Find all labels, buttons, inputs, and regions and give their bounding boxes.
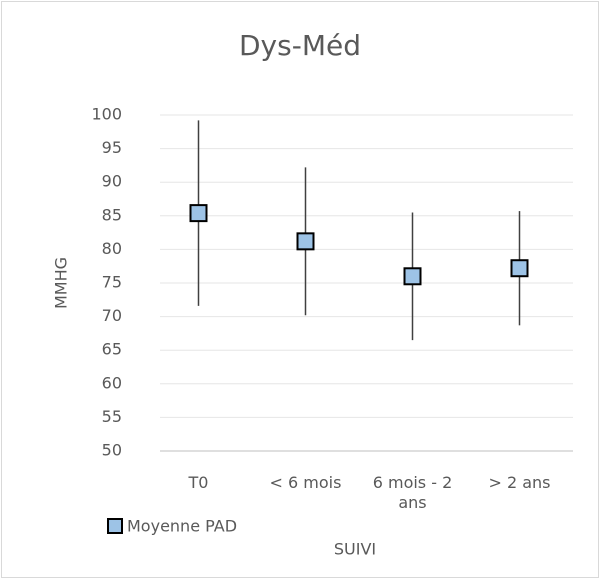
- y-tick-label: 75: [102, 273, 122, 292]
- x-tick-label: T0: [188, 473, 209, 492]
- x-tick-label: < 6 mois: [269, 473, 342, 492]
- y-tick-label: 50: [102, 441, 122, 460]
- y-tick-label: 100: [91, 105, 122, 124]
- marker: [296, 232, 315, 251]
- x-axis-title: SUIVI: [334, 540, 376, 559]
- x-tick-label: 6 mois - 2 ans: [372, 473, 453, 512]
- y-tick-label: 60: [102, 373, 122, 392]
- chart-title: Dys-Méd: [239, 29, 361, 62]
- y-axis-title: MMHG: [52, 257, 71, 309]
- x-tick-label: > 2 ans: [488, 473, 551, 492]
- legend-swatch: [107, 518, 123, 534]
- y-tick-label: 80: [102, 239, 122, 258]
- y-tick-label: 95: [102, 138, 122, 157]
- legend-label: Moyenne PAD: [127, 517, 237, 536]
- y-tick-label: 55: [102, 407, 122, 426]
- marker: [189, 204, 208, 223]
- y-tick-label: 85: [102, 205, 122, 224]
- marker: [403, 267, 422, 286]
- y-tick-label: 65: [102, 340, 122, 359]
- marker: [510, 259, 529, 278]
- y-tick-label: 90: [102, 172, 122, 191]
- y-tick-label: 70: [102, 306, 122, 325]
